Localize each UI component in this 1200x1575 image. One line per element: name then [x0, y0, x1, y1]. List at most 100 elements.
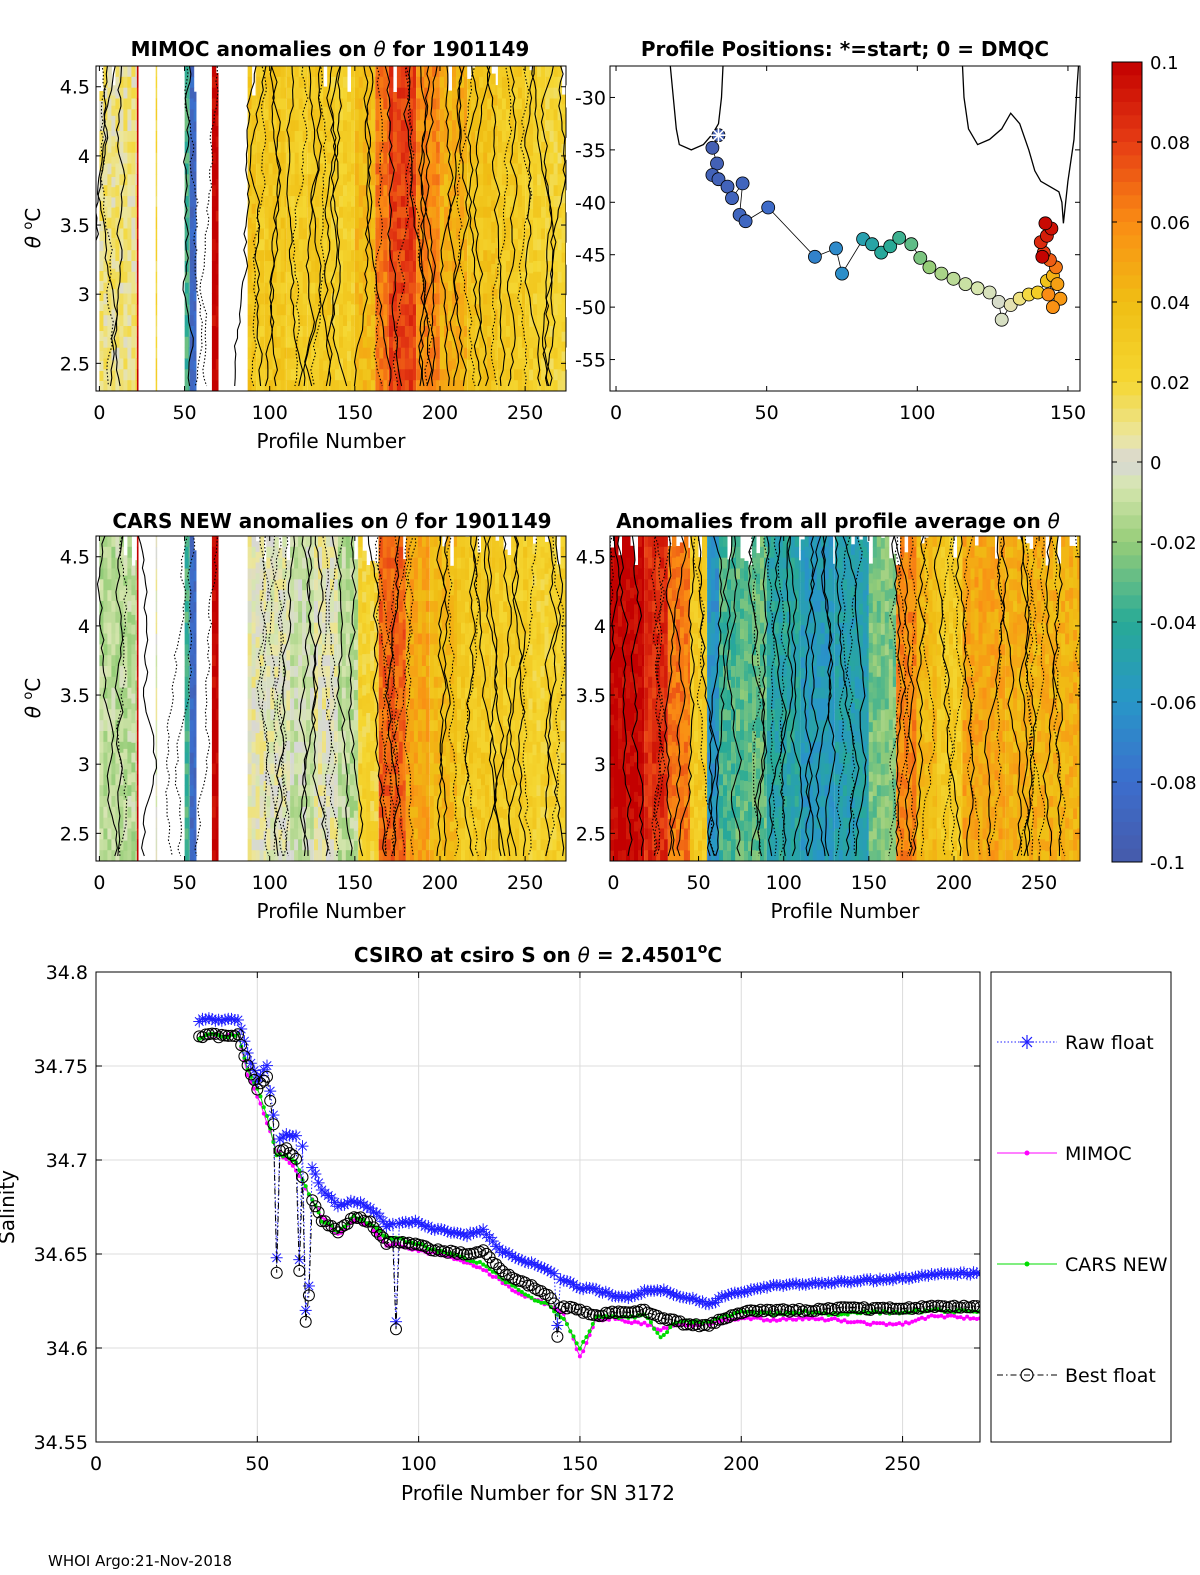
heatmap-cell — [432, 185, 437, 197]
heatmap-cell — [343, 109, 348, 121]
heatmap-cell — [456, 336, 461, 349]
heatmap-cell — [388, 109, 394, 121]
heatmap-cell — [123, 606, 128, 617]
heatmap-cell — [302, 152, 308, 164]
heatmap-cell — [366, 752, 371, 763]
heatmap-cell — [131, 141, 136, 154]
heatmap-cell — [366, 109, 372, 121]
heatmap-cell — [136, 590, 139, 602]
profile-position-marker — [835, 266, 849, 281]
heatmap-cell — [541, 76, 546, 89]
heatmap-cell — [264, 244, 265, 256]
heatmap-cell — [334, 731, 338, 743]
heatmap-cell — [260, 239, 265, 251]
heatmap-cell — [278, 704, 283, 716]
heatmap-cell — [256, 87, 261, 99]
heatmap-cell — [353, 700, 359, 711]
heatmap-cell — [302, 698, 307, 710]
heatmap-cell — [412, 87, 417, 99]
heatmap-cell — [280, 196, 286, 208]
heatmap-cell — [318, 850, 323, 861]
heatmap-cell — [379, 239, 384, 251]
heatmap-cell — [549, 131, 555, 143]
heatmap-cell — [318, 568, 323, 580]
heatmap-cell — [135, 239, 137, 251]
heatmap-cell — [358, 817, 363, 829]
profile-position-marker — [711, 172, 726, 187]
heatmap-cell — [334, 806, 338, 819]
heatmap-cell — [115, 206, 120, 219]
heatmap-cell — [280, 185, 286, 197]
heatmap-cell — [501, 141, 507, 154]
profile-position-marker — [829, 241, 843, 256]
heatmap-cell — [298, 141, 304, 154]
heatmap-cell — [189, 709, 195, 721]
heatmap-cell — [290, 380, 296, 391]
heatmap-cell — [387, 185, 389, 197]
heatmap-cell — [370, 751, 375, 762]
heatmap-cell — [107, 611, 112, 624]
heatmap-cell — [103, 196, 108, 208]
heatmap-cell — [189, 644, 195, 656]
heatmap-cell — [280, 76, 286, 89]
heatmap-cell — [155, 677, 158, 689]
heatmap-cell — [501, 336, 507, 349]
heatmap-cell — [307, 152, 312, 164]
heatmap-cell — [294, 590, 299, 602]
heatmap-cell — [351, 163, 355, 175]
heatmap-cell — [452, 315, 457, 327]
heatmap-cell — [362, 654, 367, 665]
heatmap-cell — [339, 228, 344, 240]
heatmap-cell — [115, 590, 120, 602]
heatmap-cell — [509, 76, 515, 89]
heatmap-cell — [557, 282, 563, 294]
heatmap-cell — [487, 185, 492, 197]
heatmap-cell — [155, 601, 158, 613]
heatmap-cell — [483, 293, 488, 305]
heatmap-cell — [378, 579, 384, 591]
heatmap-cell — [255, 141, 257, 154]
heatmap-cell — [330, 850, 335, 861]
heatmap-cell — [188, 590, 190, 602]
heatmap-cell — [525, 76, 530, 89]
heatmap-cell — [366, 703, 371, 714]
heatmap-cell — [184, 185, 190, 197]
heatmap-cell — [131, 821, 136, 832]
profile-position-marker — [934, 266, 949, 281]
heatmap-cell — [99, 741, 104, 754]
heatmap-cell — [428, 239, 433, 251]
heatmap-cell — [525, 66, 530, 78]
heatmap-cell — [327, 293, 331, 305]
heatmap-cell — [107, 358, 112, 370]
heatmap-cell — [189, 98, 195, 110]
heatmap-cell — [286, 98, 292, 110]
heatmap-cell — [111, 828, 116, 840]
heatmap-cell — [382, 676, 388, 689]
heatmap-cell — [392, 191, 398, 203]
heatmap-cell — [259, 850, 265, 861]
heatmap-cell — [256, 293, 261, 305]
heatmap-cell — [136, 315, 139, 327]
heatmap-cell — [396, 87, 402, 99]
heatmap-cell — [188, 806, 190, 819]
heatmap-cell — [251, 720, 257, 732]
heatmap-cell — [155, 358, 158, 370]
heatmap-cell — [103, 568, 108, 580]
heatmap-cell — [268, 196, 274, 208]
heatmap-cell — [388, 336, 394, 349]
heatmap-cell — [448, 220, 453, 232]
heatmap-cell — [184, 369, 190, 381]
heatmap-cell — [136, 380, 139, 391]
heatmap-cell — [302, 568, 307, 580]
heatmap-cell — [264, 297, 265, 308]
heatmap-cell — [537, 196, 542, 208]
heatmap-cell — [529, 198, 534, 210]
heatmap-cell — [382, 741, 388, 754]
heatmap-cell — [266, 644, 271, 656]
heatmap-cell — [215, 380, 219, 391]
heatmap-cell — [193, 736, 197, 748]
heatmap-cell — [111, 785, 116, 797]
heatmap-cell — [263, 761, 267, 772]
heatmap-cell — [553, 109, 559, 121]
heatmap-cell — [280, 98, 286, 110]
